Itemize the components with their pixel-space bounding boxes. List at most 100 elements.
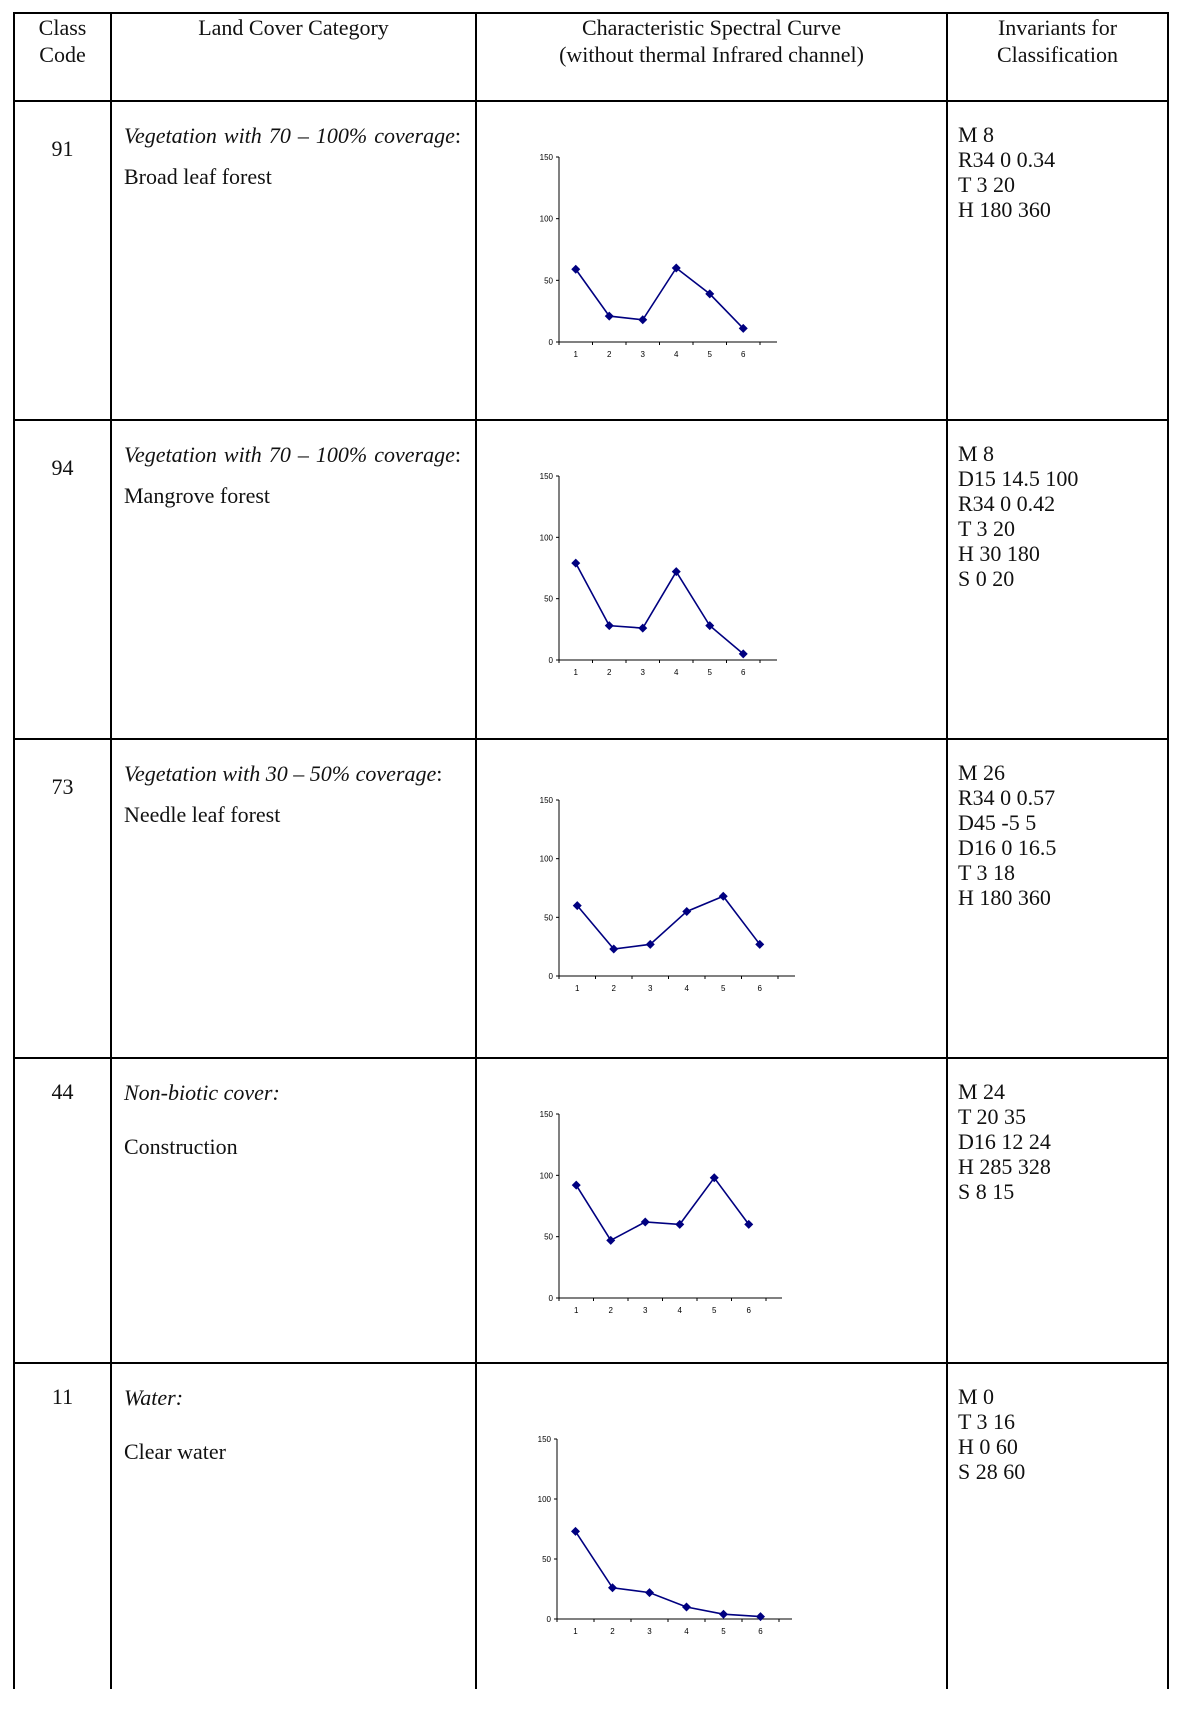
data-point: [756, 1612, 765, 1622]
invariants-cell: M 26 R34 0 0.57 D45 -5 5 D16 0 16.5 T 3 …: [946, 738, 1169, 1059]
y-tick-label: 100: [540, 855, 554, 864]
category-name: Needle leaf forest: [124, 802, 281, 827]
x-tick-label: 2: [607, 668, 612, 677]
spectral-curve-chart: 0 50 100 150 1 2 3 4 5 6: [538, 1435, 792, 1636]
data-point: [606, 1235, 616, 1245]
invariant-line: H 180 360: [958, 197, 1051, 222]
class-code: 94: [13, 419, 112, 740]
invariant-line: R34 0 0.57: [958, 785, 1056, 810]
x-tick-label: 1: [573, 1627, 578, 1636]
y-tick-label: 0: [547, 1615, 552, 1624]
y-tick-label: 100: [540, 1171, 554, 1180]
data-point: [572, 901, 582, 911]
invariant-line: M 26: [958, 760, 1006, 785]
x-tick-label: 2: [612, 984, 617, 993]
class-code: 11: [13, 1362, 112, 1689]
invariant-line: T 3 20: [958, 516, 1016, 541]
data-point: [609, 944, 619, 954]
y-tick-label: 0: [549, 656, 554, 665]
class-code: 91: [13, 100, 112, 421]
data-point: [755, 939, 765, 949]
data-point: [709, 1173, 719, 1183]
invariants-cell: M 8 R34 0 0.34 T 3 20 H 180 360: [946, 100, 1169, 421]
data-point: [675, 1219, 685, 1229]
invariant-line: R34 0 0.42: [958, 491, 1056, 516]
data-point: [682, 1602, 691, 1612]
category-cell: Non-biotic cover: Construction: [110, 1057, 477, 1364]
category-type: Vegetation with 70 – 100% coverage: [124, 123, 455, 148]
class-code: 44: [13, 1057, 112, 1364]
data-point: [640, 1217, 650, 1227]
spectral-curve-cell: 0 50 100 150 1 2 3 4 5 6: [475, 738, 948, 1059]
spectral-curve-chart: 0 50 100 150 1 2 3 4 5 6: [540, 153, 777, 359]
invariant-line: H 30 180: [958, 541, 1040, 566]
x-tick-label: 6: [747, 1306, 752, 1315]
invariant-line: D16 0 16.5: [958, 835, 1057, 860]
invariant-line: M 0: [958, 1384, 995, 1409]
data-point: [744, 1219, 754, 1229]
table-row: 44 Non-biotic cover: Construction 0 50 100…: [13, 1057, 1169, 1364]
header-category: Land Cover Category: [110, 12, 477, 102]
series-line: [574, 1530, 761, 1618]
invariant-line: M 8: [958, 122, 995, 147]
invariant-line: T 3 20: [958, 172, 1016, 197]
invariant-line: H 0 60: [958, 1434, 1018, 1459]
x-tick-label: 3: [648, 984, 653, 993]
y-tick-label: 50: [544, 595, 553, 604]
invariant-line: S 8 15: [958, 1179, 1015, 1204]
invariant-line: D16 12 24: [958, 1129, 1051, 1154]
data-point: [645, 1588, 654, 1598]
spectral-curve-cell: 0 50 100 150 1 2 3 4 5 6: [475, 100, 948, 421]
category-type: Vegetation with 70 – 100% coverage: [124, 442, 455, 467]
table-row: 94 Vegetation with 70 – 100% coverage: M…: [13, 419, 1169, 740]
y-tick-label: 100: [538, 1495, 552, 1504]
table-row: 91 Vegetation with 70 – 100% coverage: B…: [13, 100, 1169, 421]
y-tick-label: 150: [540, 796, 554, 805]
y-tick-label: 0: [549, 972, 554, 981]
series-line: [575, 562, 744, 655]
data-point: [682, 906, 692, 916]
y-tick-label: 50: [542, 1555, 551, 1564]
y-tick-label: 150: [540, 1110, 554, 1119]
spectral-curve-cell: 0 50 100 150 1 2 3 4 5 6: [475, 1057, 948, 1364]
invariant-line: S 0 20: [958, 566, 1015, 591]
invariant-line: H 180 360: [958, 885, 1051, 910]
header-curve-line1: Characteristic Spectral Curve: [581, 15, 841, 40]
invariant-line: S 28 60: [958, 1459, 1026, 1484]
class-code: 73: [13, 738, 112, 1059]
x-tick-label: 3: [647, 1627, 652, 1636]
data-point: [571, 1180, 581, 1190]
x-tick-label: 1: [574, 1306, 579, 1315]
data-point: [571, 264, 581, 274]
category-name: Broad leaf forest: [124, 164, 272, 189]
spectral-curve-cell: 0 50 100 150 1 2 3 4 5 6: [475, 1362, 948, 1689]
header-invariants: Invariants for Classification: [946, 12, 1169, 102]
category-cell: Vegetation with 70 – 100% coverage: Mang…: [110, 419, 477, 740]
data-point: [671, 567, 681, 577]
x-tick-label: 6: [758, 984, 763, 993]
x-tick-label: 5: [708, 668, 713, 677]
x-tick-label: 3: [643, 1306, 648, 1315]
invariant-line: D45 -5 5: [958, 810, 1037, 835]
data-point: [604, 311, 614, 321]
category-name: Construction: [124, 1134, 238, 1159]
header-curve-line2: (without thermal Infrared channel): [559, 42, 864, 67]
invariant-line: T 3 16: [958, 1409, 1016, 1434]
invariant-line: M 24: [958, 1079, 1006, 1104]
category-colon: :: [454, 123, 461, 148]
y-tick-label: 0: [549, 1294, 554, 1303]
data-point: [738, 649, 748, 659]
data-point: [571, 1526, 580, 1536]
data-point: [604, 621, 614, 631]
spectral-curve-chart: 0 50 100 150 1 2 3 4 5 6: [540, 1110, 782, 1315]
x-tick-label: 5: [721, 1627, 726, 1636]
x-tick-label: 1: [574, 668, 579, 677]
invariant-line: R34 0 0.34: [958, 147, 1056, 172]
land-cover-table: Class Code Land Cover Category Character…: [13, 12, 1169, 1689]
x-tick-label: 2: [610, 1627, 615, 1636]
series-line: [575, 1176, 750, 1242]
series-line: [576, 895, 761, 950]
category-colon: :: [436, 761, 443, 786]
x-tick-label: 3: [641, 668, 646, 677]
header-spectral-curve: Characteristic Spectral Curve (without t…: [475, 12, 948, 102]
